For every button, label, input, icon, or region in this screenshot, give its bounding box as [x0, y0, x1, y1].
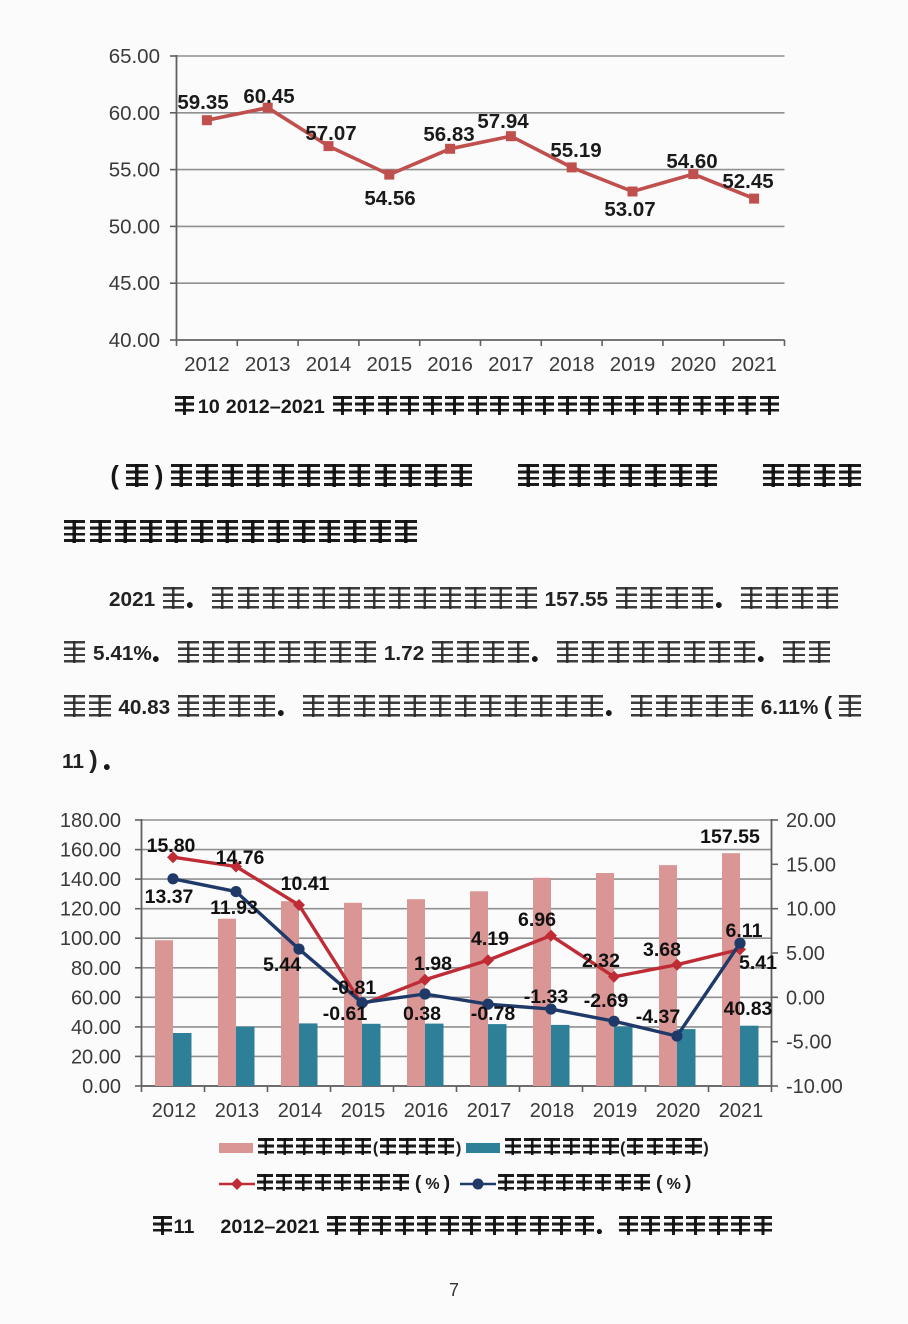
- svg-text:2019: 2019: [593, 1100, 638, 1122]
- svg-text:-5.00: -5.00: [786, 1032, 832, 1054]
- svg-text:160.00: 160.00: [60, 840, 121, 862]
- svg-text:2018: 2018: [549, 353, 595, 376]
- svg-text:-4.37: -4.37: [636, 1006, 680, 1028]
- svg-text:57.94: 57.94: [477, 110, 529, 133]
- svg-text:0.00: 0.00: [786, 987, 825, 1009]
- svg-text:2019: 2019: [610, 353, 656, 376]
- svg-text:2015: 2015: [341, 1100, 386, 1122]
- svg-text:2016: 2016: [404, 1100, 449, 1122]
- svg-text:10.41: 10.41: [281, 873, 330, 895]
- svg-text:10.00: 10.00: [786, 899, 836, 921]
- svg-text:2017: 2017: [488, 353, 534, 376]
- svg-text:57.07: 57.07: [305, 122, 356, 145]
- svg-text:40.00: 40.00: [71, 1017, 121, 1039]
- svg-text:-1.33: -1.33: [524, 986, 569, 1008]
- svg-text:-0.81: -0.81: [332, 977, 377, 999]
- svg-text:20.00: 20.00: [71, 1046, 121, 1068]
- svg-text:60.45: 60.45: [243, 85, 294, 108]
- svg-text:56.83: 56.83: [423, 123, 474, 146]
- svg-text:3.68: 3.68: [643, 939, 681, 961]
- svg-text:50.00: 50.00: [109, 215, 160, 238]
- svg-text:55.00: 55.00: [109, 159, 160, 182]
- svg-text:6.96: 6.96: [518, 909, 556, 931]
- svg-text:120.00: 120.00: [60, 899, 121, 921]
- svg-text:13.37: 13.37: [145, 886, 194, 908]
- svg-text:20.00: 20.00: [786, 810, 836, 832]
- svg-text:2018: 2018: [530, 1100, 575, 1122]
- svg-text:54.56: 54.56: [364, 187, 415, 210]
- svg-text:5.00: 5.00: [786, 943, 825, 965]
- svg-text:45.00: 45.00: [109, 272, 160, 295]
- svg-text:100.00: 100.00: [60, 928, 121, 950]
- svg-text:157.55: 157.55: [700, 826, 760, 848]
- svg-text:2015: 2015: [366, 353, 412, 376]
- svg-text:4.19: 4.19: [471, 928, 509, 950]
- svg-text:6.11: 6.11: [726, 920, 763, 942]
- svg-text:15.80: 15.80: [147, 835, 196, 857]
- svg-text:2020: 2020: [670, 353, 716, 376]
- svg-text:65.00: 65.00: [109, 45, 160, 68]
- svg-text:140.00: 140.00: [60, 869, 121, 891]
- svg-text:0.00: 0.00: [82, 1076, 121, 1098]
- svg-text:2016: 2016: [427, 353, 473, 376]
- svg-text:2012: 2012: [184, 353, 230, 376]
- svg-text:-2.69: -2.69: [584, 990, 629, 1012]
- svg-text:2021: 2021: [719, 1100, 764, 1122]
- svg-text:40.00: 40.00: [109, 329, 160, 352]
- svg-text:80.00: 80.00: [71, 958, 121, 980]
- svg-text:14.76: 14.76: [216, 847, 265, 869]
- svg-text:53.07: 53.07: [604, 198, 655, 221]
- svg-text:59.35: 59.35: [177, 91, 228, 114]
- svg-text:2014: 2014: [278, 1100, 323, 1122]
- svg-text:2012: 2012: [152, 1100, 197, 1122]
- svg-text:-10.00: -10.00: [786, 1076, 843, 1098]
- svg-text:2014: 2014: [306, 353, 352, 376]
- svg-text:60.00: 60.00: [109, 102, 160, 125]
- svg-text:-0.78: -0.78: [471, 1003, 516, 1025]
- svg-text:15.00: 15.00: [786, 854, 836, 876]
- svg-text:5.44: 5.44: [263, 954, 301, 976]
- svg-text:60.00: 60.00: [71, 987, 121, 1009]
- svg-text:5.41: 5.41: [739, 952, 777, 974]
- svg-text:52.45: 52.45: [722, 170, 773, 193]
- svg-text:2.32: 2.32: [582, 950, 620, 972]
- svg-text:1.98: 1.98: [414, 953, 452, 975]
- svg-text:0.38: 0.38: [403, 1003, 441, 1025]
- svg-text:-0.61: -0.61: [323, 1003, 368, 1025]
- svg-text:2013: 2013: [245, 353, 291, 376]
- svg-text:40.83: 40.83: [724, 998, 773, 1020]
- svg-text:2021: 2021: [731, 353, 777, 376]
- svg-text:11.93: 11.93: [210, 897, 258, 919]
- svg-text:2013: 2013: [215, 1100, 260, 1122]
- svg-text:55.19: 55.19: [550, 139, 601, 162]
- svg-text:2020: 2020: [656, 1100, 701, 1122]
- svg-text:2017: 2017: [467, 1100, 512, 1122]
- svg-text:180.00: 180.00: [60, 810, 121, 832]
- svg-text:54.60: 54.60: [666, 150, 717, 173]
